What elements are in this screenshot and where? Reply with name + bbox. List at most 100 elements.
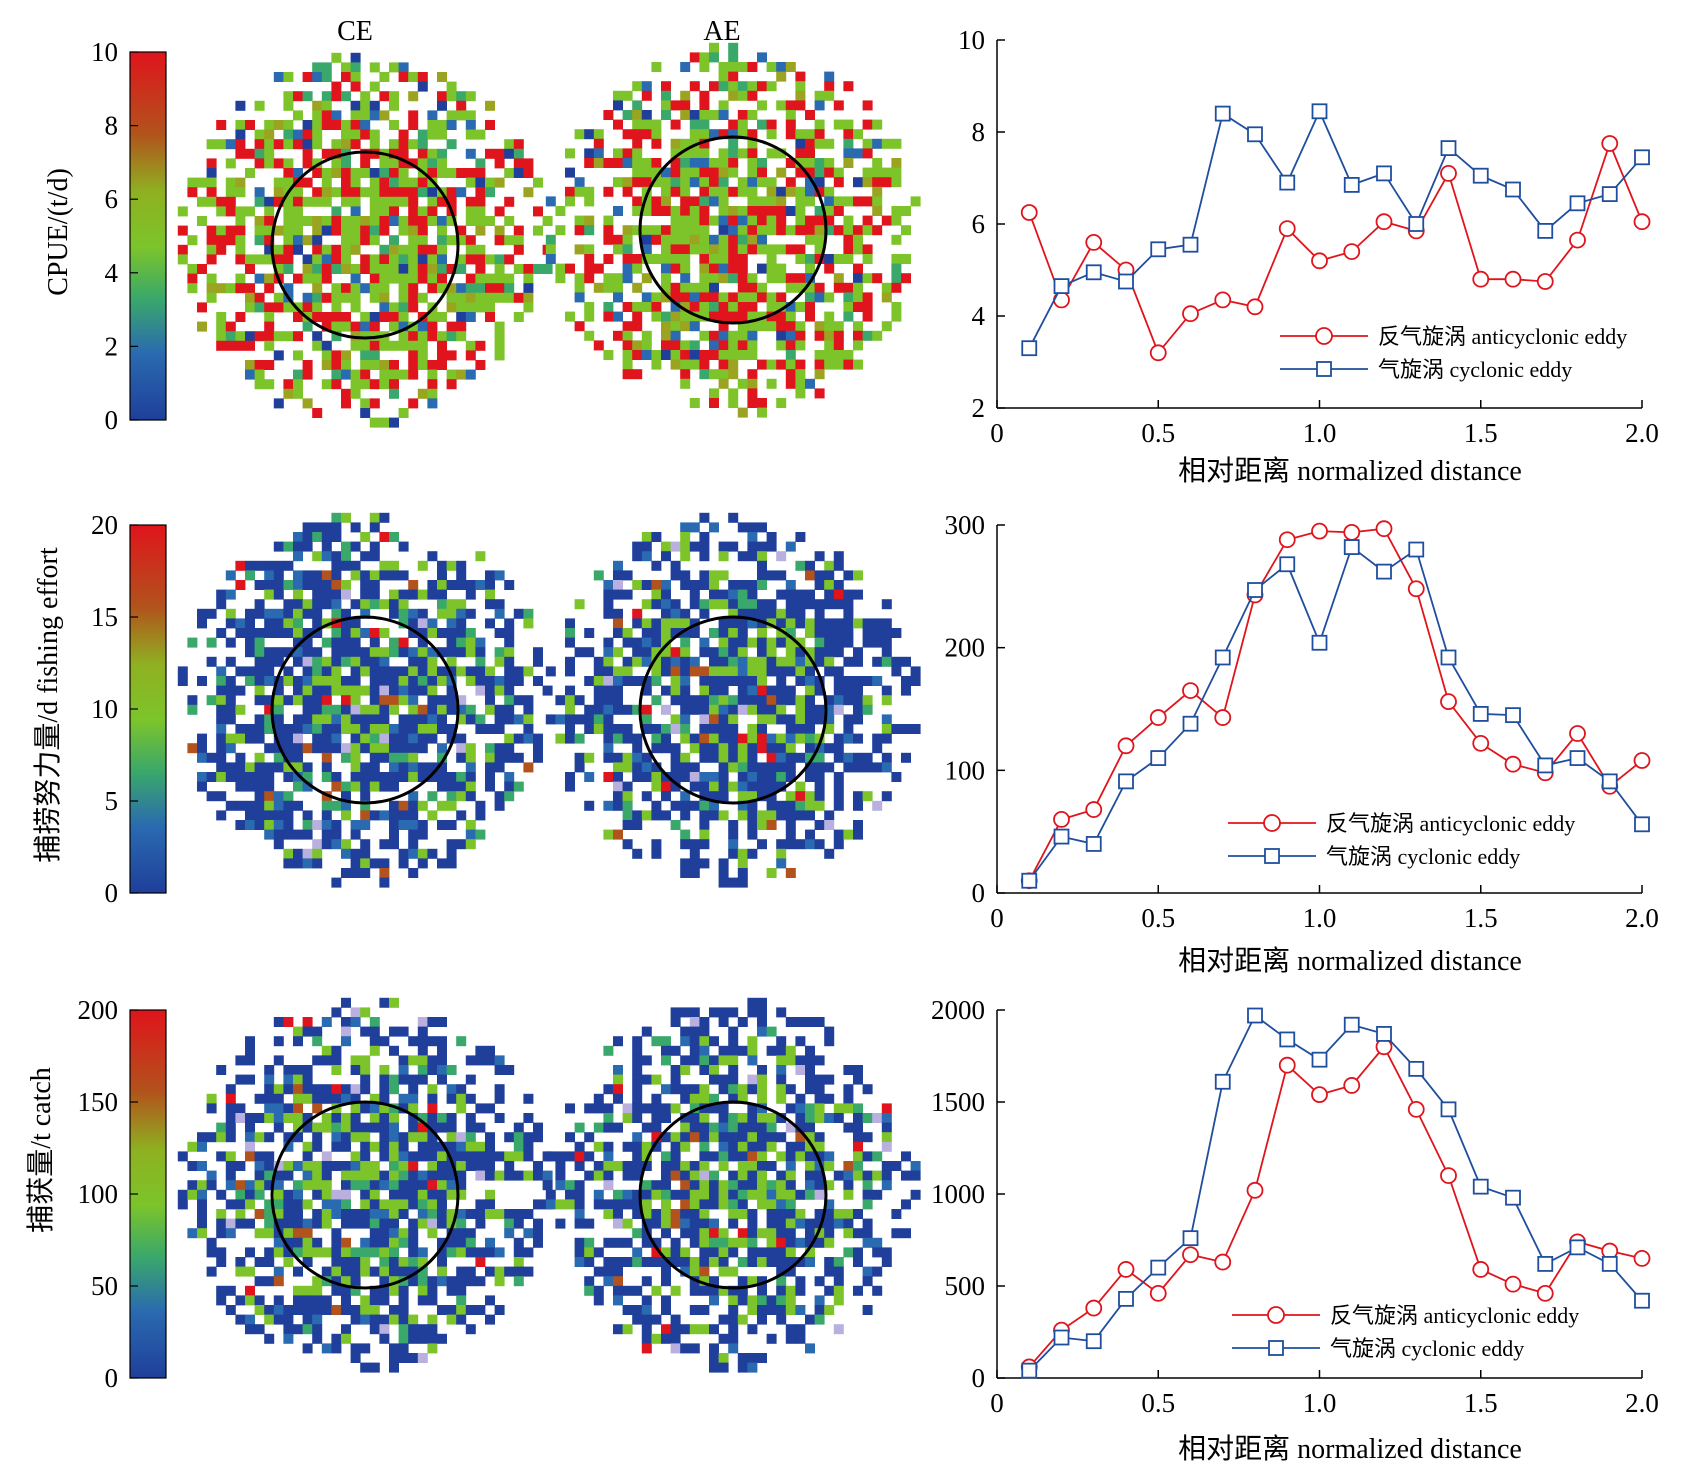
heatmap-cell: [785, 350, 796, 360]
heatmap-cell: [542, 685, 553, 696]
heatmap-cell: [661, 1189, 671, 1200]
heatmap-cell: [843, 158, 854, 168]
heatmap-cell: [273, 647, 284, 658]
heatmap-cell: [785, 599, 796, 610]
heatmap-cell: [737, 1151, 748, 1162]
heatmap-cell: [350, 369, 361, 380]
heatmap-cell: [283, 858, 294, 869]
heatmap-cell: [661, 637, 671, 648]
heatmap-cell: [427, 168, 438, 178]
heatmap-cell: [427, 321, 438, 332]
heatmap-cell: [379, 283, 390, 294]
heatmap-cell: [293, 858, 303, 869]
heatmap-cell: [417, 1353, 428, 1363]
heatmap-cell: [728, 848, 739, 859]
heatmap-cell: [891, 772, 902, 782]
heatmap-cell: [833, 1266, 844, 1277]
heatmap-cell: [523, 733, 534, 744]
heatmap-cell: [446, 1314, 457, 1325]
heatmap-cell: [862, 177, 873, 188]
heatmap-cell: [843, 311, 854, 322]
heatmap-cell: [622, 340, 633, 351]
heatmap-cell: [235, 752, 246, 763]
heatmap-cell: [728, 119, 739, 130]
catch-ce-eddy-circle: [270, 1100, 460, 1290]
colorbar-tick-label: 2: [105, 331, 119, 361]
heatmap-cell: [814, 714, 825, 725]
heatmap-cell: [853, 234, 863, 245]
heatmap-cell: [504, 647, 515, 658]
heatmap-cell: [824, 656, 835, 667]
heatmap-cell: [254, 1132, 265, 1143]
data-point-square: [1537, 757, 1554, 774]
heatmap-cell: [737, 1228, 748, 1239]
heatmap-cell: [641, 81, 652, 92]
heatmap-cell: [776, 1218, 787, 1229]
heatmap-cell: [776, 167, 787, 178]
heatmap-cell: [632, 167, 643, 178]
heatmap-cell: [225, 1180, 236, 1191]
heatmap-cell: [661, 781, 671, 792]
heatmap-cell: [689, 618, 700, 629]
heatmap-cell: [766, 781, 777, 792]
heatmap-cell: [680, 1228, 691, 1239]
heatmap-cell: [728, 206, 739, 216]
heatmap-cell: [187, 1161, 198, 1171]
heatmap-cell: [680, 618, 691, 629]
heatmap-cell: [699, 90, 710, 101]
data-point-circle: [1117, 737, 1135, 755]
heatmap-cell: [485, 589, 495, 600]
heatmap-cell: [632, 177, 643, 188]
heatmap-cell: [670, 225, 681, 236]
heatmap-cell: [283, 1218, 294, 1229]
heatmap-cell: [747, 1305, 758, 1315]
heatmap-cell: [350, 1343, 361, 1354]
heatmap-cell: [465, 350, 476, 361]
heatmap-cell: [862, 167, 873, 178]
heatmap-cell: [360, 1122, 371, 1133]
heatmap-cell: [814, 90, 825, 101]
heatmap-cell: [795, 1065, 806, 1075]
heatmap-cell: [485, 148, 495, 159]
heatmap-cell: [785, 158, 796, 168]
heatmap-cell: [235, 618, 246, 629]
data-point-square: [1053, 828, 1070, 845]
heatmap-cell: [593, 704, 604, 715]
heatmap-cell: [699, 820, 710, 830]
heatmap-cell: [641, 158, 652, 168]
legend-marker-circle: [1263, 814, 1281, 832]
heatmap-cell: [341, 743, 351, 754]
heatmap-cell: [862, 273, 873, 284]
heatmap-cell: [254, 1189, 265, 1200]
heatmap-cell: [350, 1055, 361, 1066]
heatmap-cell: [283, 1065, 294, 1075]
heatmap-cell: [398, 196, 409, 207]
heatmap-cell: [485, 1103, 495, 1114]
heatmap-cell: [699, 714, 710, 725]
heatmap-cell: [747, 820, 758, 830]
heatmap-cell: [187, 283, 198, 294]
heatmap-cell: [465, 781, 476, 792]
heatmap-cell: [513, 1257, 524, 1267]
heatmap-cell: [785, 1199, 796, 1210]
colorbar-tick-label: 100: [78, 1179, 119, 1209]
heatmap-cell: [680, 541, 691, 552]
heatmap-cell: [504, 628, 515, 638]
heatmap-cell: [312, 839, 323, 850]
data-point-circle: [1311, 252, 1328, 270]
heatmap-cell: [728, 1324, 739, 1335]
heatmap-cell: [824, 695, 835, 706]
heatmap-cell: [872, 618, 883, 629]
heatmap-cell: [805, 839, 815, 850]
heatmap-cell: [398, 1055, 409, 1066]
heatmap-cell: [341, 1209, 351, 1219]
heatmap-cell: [264, 1180, 275, 1191]
heatmap-cell: [398, 1161, 409, 1171]
heatmap-cell: [542, 264, 553, 274]
heatmap-cell: [651, 733, 662, 744]
heatmap-cell: [853, 1247, 863, 1258]
heatmap-cell: [728, 695, 739, 706]
heatmap-cell: [446, 1170, 457, 1181]
heatmap-cell: [795, 129, 806, 140]
heatmap-cell: [360, 148, 371, 159]
